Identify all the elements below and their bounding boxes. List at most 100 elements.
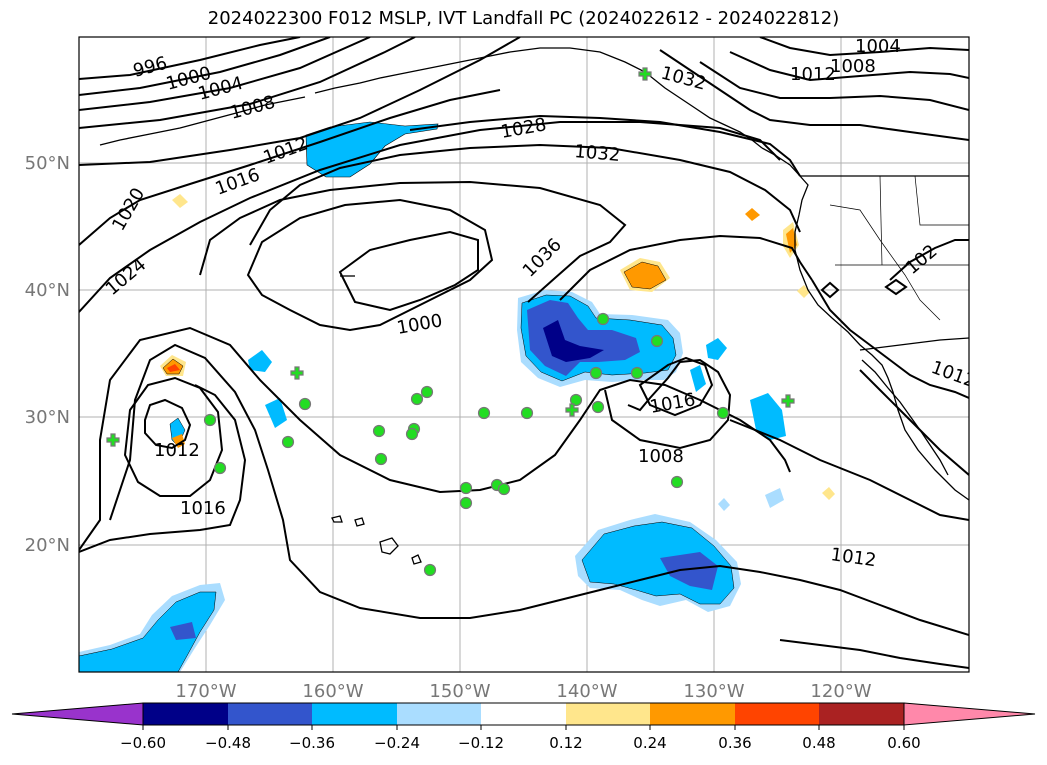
landfall-marker (405, 427, 419, 441)
isobar-1036 (246, 198, 494, 332)
isobar-label: 1032 (574, 141, 621, 166)
isobar-label: 1024 (102, 254, 151, 300)
isobar-1000-ne (759, 37, 969, 57)
landfall-marker-plus (106, 433, 120, 447)
isobar-label: 1012 (790, 64, 836, 85)
landfall-marker-plus (565, 403, 579, 417)
isobar-1000-west (79, 37, 331, 96)
landfall-marker (410, 392, 424, 406)
colorbar-tick-label: 0.36 (718, 734, 751, 752)
north-america-west-coast (761, 147, 969, 501)
isobar-1004-west (79, 37, 371, 111)
lat-tick-labels: 50°N 40°N 30°N 20°N (25, 153, 70, 556)
landfall-marker (650, 334, 664, 348)
lat-tick-label: 20°N (25, 535, 70, 556)
isobar-1032 (199, 180, 627, 303)
landfall-marker-plus (781, 394, 795, 408)
colorbar-swatch (312, 703, 397, 725)
isobar-1008-ne (699, 61, 969, 111)
landfall-marker (569, 393, 583, 407)
colorbar-swatch (481, 703, 566, 725)
isobar-label: 1032 (659, 63, 709, 95)
isobar-label: 1012 (154, 440, 200, 461)
landfall-marker (213, 461, 227, 475)
landfall-marker (596, 312, 610, 326)
isobar-1004-ne (729, 51, 969, 82)
landfall-marker (423, 563, 437, 577)
map-title: 2024022300 F012 MSLP, IVT Landfall PC (2… (207, 8, 840, 29)
landfall-marker (497, 482, 511, 496)
colorbar-tick-label: 0.24 (633, 734, 666, 752)
lon-tick-labels: 170°W 160°W 150°W 140°W 130°W 120°W (175, 681, 871, 702)
isobar-label: 1016 (648, 389, 697, 418)
isobar-outer-south (79, 326, 791, 551)
colorbar-extend-high (903, 702, 1036, 726)
landfall-marker (298, 397, 312, 411)
isobar-label: 1016 (180, 498, 226, 519)
lon-tick-label: 140°W (556, 681, 617, 702)
landfall-marker (459, 481, 473, 495)
isobar-1016-se (729, 419, 969, 521)
isobars (79, 37, 969, 669)
isobar-1012-south (109, 343, 969, 636)
lat-tick-label: 30°N (25, 407, 70, 428)
colorbar-swatch (397, 703, 481, 725)
lon-tick-label: 120°W (810, 681, 871, 702)
isobar-1032-ne (889, 239, 969, 281)
colorbar-swatch (735, 703, 819, 725)
lon-tick-label: 150°W (429, 681, 490, 702)
colorbar-tick-label: 0.12 (549, 734, 582, 752)
lat-tick-label: 50°N (25, 153, 70, 174)
colorbar-swatch (228, 703, 312, 725)
colorbar: −0.60 −0.48 −0.36 −0.24 −0.12 0.12 0.24 … (11, 702, 1036, 752)
isobar-1008-west (79, 37, 416, 129)
landfall-marker (591, 400, 605, 414)
landfall-marker (203, 413, 217, 427)
low-1008 (144, 398, 192, 450)
us-mexico-border (859, 337, 969, 351)
isobar-1024 (409, 114, 801, 177)
isobar-1012-west (79, 37, 521, 166)
colorbar-extend-low (11, 702, 144, 726)
isobar-1028-coast (811, 279, 969, 399)
colorbar-swatch (650, 703, 735, 725)
colorbar-tick-label: −0.12 (458, 734, 504, 752)
colorbar-tick-label: −0.36 (289, 734, 335, 752)
landfall-marker (374, 452, 388, 466)
colorbar-tick-label: −0.60 (120, 734, 166, 752)
landfall-marker (281, 435, 295, 449)
landfall-marker-plus (638, 67, 652, 81)
colorbar-swatch (819, 703, 904, 725)
colorbar-swatch (143, 703, 228, 725)
landfall-marker (420, 385, 434, 399)
us-state-lines (829, 175, 969, 321)
isobar-label: 1008 (830, 56, 876, 77)
hawaii-3 (331, 515, 343, 523)
isobar-996 (79, 37, 301, 80)
lon-tick-label: 170°W (175, 681, 236, 702)
map-frame (78, 36, 970, 673)
baja-california (861, 359, 949, 476)
landfall-marker (670, 475, 684, 489)
low-1012-east (638, 356, 714, 417)
ivt-shading (79, 121, 835, 672)
closed-high-small (884, 278, 908, 296)
isobar-1012-se (779, 639, 969, 669)
isobar-1032-east (559, 234, 813, 301)
landfall-marker (630, 366, 644, 380)
isobar-label: 1020 (108, 184, 149, 234)
isobar-1012-ne (659, 49, 969, 141)
landfall-marker (477, 406, 491, 420)
isobar-1008-coast (859, 369, 969, 476)
isobar-label: 102 (902, 241, 942, 279)
coastlines (99, 47, 969, 565)
landfall-marker (372, 424, 386, 438)
hawaii-1 (379, 537, 399, 555)
landfall-marker (459, 496, 473, 510)
landfall-marker-plus (290, 366, 304, 380)
isobar-1016-south (79, 384, 247, 553)
low-1012-inner (123, 376, 224, 497)
colorbar-tick-label: −0.48 (205, 734, 251, 752)
colorbar-tick-label: 0.48 (802, 734, 835, 752)
isobar-label: 1008 (638, 446, 684, 467)
